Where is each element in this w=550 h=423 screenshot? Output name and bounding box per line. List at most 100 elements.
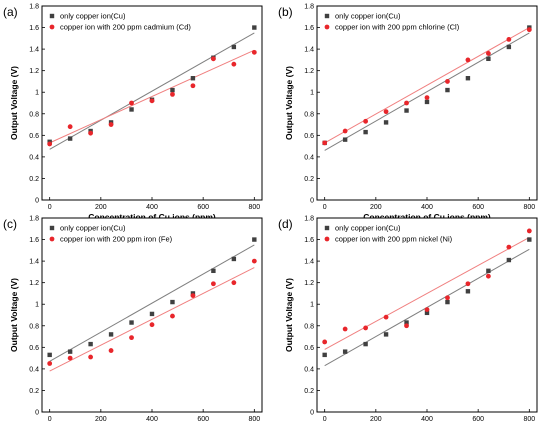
- y-tick-label: 1.4: [304, 259, 314, 266]
- data-point-circle: [404, 323, 409, 329]
- legend-marker-circle: [324, 236, 330, 242]
- y-tick-label: 0: [310, 198, 314, 205]
- legend-marker-square: [324, 13, 330, 19]
- legend-label: copper ion with 200 ppm cadmium (Cd): [60, 23, 191, 32]
- x-tick-label: 400: [146, 204, 158, 211]
- data-point-circle: [210, 281, 216, 287]
- y-tick-label: 0.6: [304, 133, 314, 140]
- x-tick-label: 600: [472, 416, 484, 423]
- data-point-circle: [67, 355, 73, 361]
- data-point-square: [170, 87, 175, 93]
- data-point-circle: [149, 322, 155, 328]
- y-tick-label: 1.2: [304, 68, 314, 75]
- data-point-circle: [485, 273, 491, 279]
- y-tick-label: 0.8: [29, 111, 39, 118]
- data-point-circle: [251, 49, 257, 55]
- y-tick-label: 0.8: [29, 323, 39, 330]
- y-tick-label: 1.2: [29, 68, 39, 75]
- data-point-circle: [129, 100, 134, 106]
- panel-label: (a): [3, 5, 18, 19]
- data-point-circle: [170, 313, 175, 319]
- y-tick-label: 1: [35, 90, 39, 97]
- legend-marker-square: [49, 13, 55, 19]
- data-point-square: [129, 107, 134, 112]
- data-point-square: [252, 237, 257, 242]
- data-point-square: [67, 136, 73, 141]
- data-point-circle: [170, 91, 175, 97]
- y-tick-label: 0.6: [29, 133, 39, 140]
- data-point-square: [383, 332, 389, 337]
- chart-panel-3: 0 0.2 0.4 0.6 0.8 1 1.2 1.4 1.6 1.8 0 200 400 600 800 o…: [3, 216, 263, 423]
- y-tick-label: 1.6: [304, 237, 314, 244]
- legend-label: only copper ion(Cu): [335, 224, 401, 233]
- chart-panel-1: 0 0.2 0.4 0.6 0.8 1 1.2 1.4 1.6 1.8 0 200 400 600 800 o…: [3, 4, 263, 222]
- y-tick-label: 0.6: [304, 345, 314, 352]
- data-point-square: [486, 268, 491, 274]
- data-point-circle: [231, 61, 237, 67]
- data-point-square: [190, 76, 196, 81]
- y-tick-label: 0.4: [304, 366, 314, 373]
- y-axis-title: Output Voltage (V): [9, 278, 19, 352]
- data-point-circle: [108, 122, 114, 127]
- data-point-square: [363, 341, 368, 347]
- data-point-circle: [383, 314, 389, 320]
- data-point-circle: [322, 339, 328, 345]
- data-point-square: [342, 349, 348, 354]
- data-point-circle: [465, 57, 471, 63]
- data-point-circle: [424, 95, 430, 101]
- x-tick-label: 400: [421, 204, 433, 211]
- x-tick-label: 800: [523, 204, 535, 211]
- y-tick-label: 1.8: [29, 4, 39, 11]
- fit-line: [324, 27, 530, 144]
- data-point-circle: [231, 280, 237, 286]
- data-point-circle: [108, 348, 114, 353]
- y-tick-label: 1.4: [29, 259, 39, 266]
- y-tick-label: 0.8: [304, 111, 314, 118]
- y-axis-title: Output Voltage (V): [9, 66, 19, 140]
- x-tick-label: 600: [197, 204, 209, 211]
- data-point-circle: [149, 98, 155, 104]
- data-point-circle: [506, 244, 512, 250]
- data-point-square: [322, 352, 327, 358]
- y-tick-label: 0.2: [304, 388, 314, 395]
- y-tick-label: 1.6: [29, 237, 39, 244]
- legend-marker-circle: [324, 24, 330, 30]
- data-point-circle: [47, 141, 53, 147]
- data-point-square: [404, 320, 409, 325]
- data-point-square: [465, 76, 471, 81]
- x-tick-label: 0: [323, 204, 327, 211]
- x-tick-label: 200: [95, 204, 107, 211]
- fit-line: [324, 32, 530, 151]
- data-point-circle: [526, 27, 532, 33]
- y-tick-label: 0.2: [29, 388, 39, 395]
- y-tick-label: 0.8: [304, 323, 314, 330]
- y-tick-label: 1.6: [29, 25, 39, 32]
- y-tick-label: 1: [35, 302, 39, 309]
- y-tick-label: 1.8: [304, 216, 314, 223]
- y-axis-title: Output Voltage (V): [284, 278, 294, 352]
- legend-label: only copper ion(Cu): [335, 12, 401, 21]
- data-point-circle: [445, 79, 450, 84]
- data-point-circle: [404, 100, 409, 106]
- data-point-circle: [322, 140, 328, 146]
- data-point-square: [424, 99, 430, 105]
- data-point-square: [170, 299, 175, 305]
- data-point-square: [506, 257, 512, 263]
- data-point-square: [231, 256, 237, 262]
- data-point-square: [383, 120, 389, 125]
- panel-label: (b): [278, 5, 293, 19]
- data-point-circle: [67, 124, 73, 130]
- data-point-square: [465, 289, 471, 294]
- data-point-circle: [363, 325, 369, 331]
- data-point-square: [252, 25, 257, 30]
- data-point-square: [342, 137, 348, 142]
- data-point-square: [149, 311, 155, 317]
- legend-marker-circle: [49, 236, 55, 242]
- data-point-circle: [190, 293, 196, 298]
- data-point-square: [404, 108, 409, 113]
- x-tick-label: 400: [421, 416, 433, 423]
- data-point-square: [445, 87, 450, 93]
- data-point-circle: [465, 281, 471, 287]
- data-point-square: [129, 320, 134, 325]
